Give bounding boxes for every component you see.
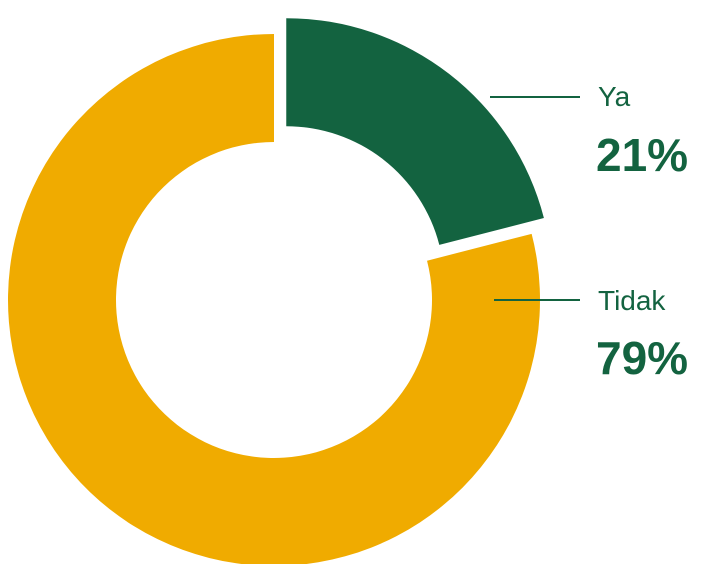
slice-tidak bbox=[8, 34, 540, 564]
slice-label-tidak: Tidak bbox=[598, 285, 666, 316]
chart-slices bbox=[8, 18, 544, 564]
slice-label-ya: Ya bbox=[598, 81, 631, 112]
slice-value-tidak: 79% bbox=[596, 332, 688, 384]
chart-leader-lines bbox=[490, 96, 580, 301]
slice-value-ya: 21% bbox=[596, 129, 688, 181]
slice-ya bbox=[286, 18, 544, 245]
